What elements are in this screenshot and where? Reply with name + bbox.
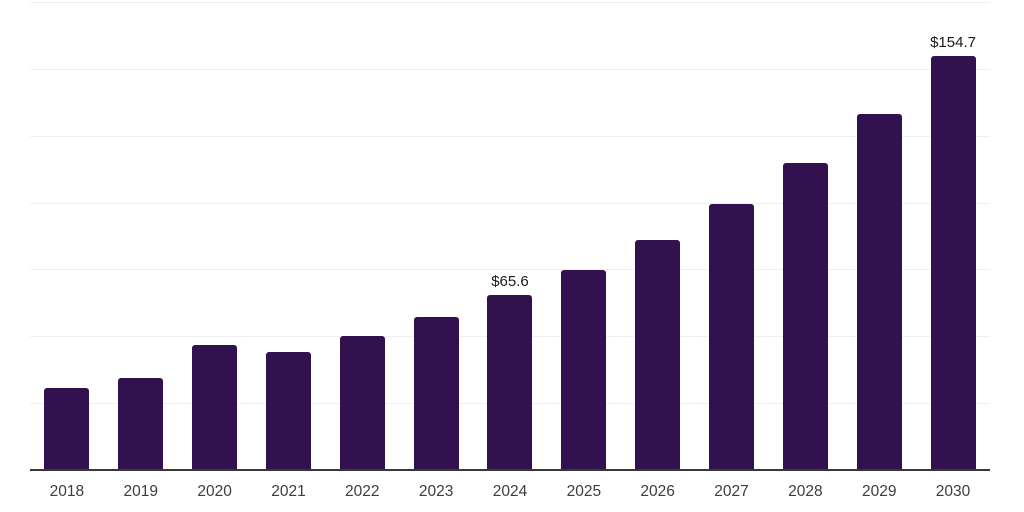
bar-2030 — [930, 56, 976, 470]
bar-2018 — [44, 388, 90, 470]
bar-slot-2022 — [325, 2, 399, 470]
x-tick-label-2028: 2028 — [788, 483, 823, 500]
bar-2020 — [192, 345, 238, 470]
x-tick-label-2024: 2024 — [492, 483, 528, 500]
bar-2022 — [339, 336, 385, 470]
gridline — [30, 269, 990, 271]
bar-slot-2020 — [178, 2, 252, 470]
bar-slot-2025 — [547, 2, 621, 470]
bar-2019 — [118, 377, 164, 470]
bar-slot-2018 — [30, 2, 104, 470]
bar-slot-2019 — [104, 2, 178, 470]
x-tick-label-2018: 2018 — [49, 483, 85, 500]
bar-value-label-2030: $154.7 — [930, 34, 976, 52]
gridline — [30, 68, 990, 70]
gridline — [30, 135, 990, 137]
bar-2024 — [487, 294, 533, 470]
x-tick-label-2029: 2029 — [861, 483, 897, 500]
bar-slot-2021 — [252, 2, 326, 470]
x-tick-label-2025: 2025 — [566, 483, 602, 500]
bar-slot-2023 — [399, 2, 473, 470]
bar-2023 — [413, 317, 459, 470]
x-tick-label-2027: 2027 — [714, 483, 749, 500]
bar-slot-2029 — [842, 2, 916, 470]
bars-row: $65.6 $154.7 — [30, 2, 990, 470]
bar-slot-2026 — [621, 2, 695, 470]
x-tick-label-2019: 2019 — [123, 483, 158, 500]
bar-slot-2028 — [768, 2, 842, 470]
plot-area: $65.6 $154.7 — [30, 2, 990, 471]
x-tick-label-2030: 2030 — [935, 483, 971, 500]
bar-value-label-2024: $65.6 — [491, 272, 529, 290]
bar-2027 — [709, 204, 755, 470]
bar-2025 — [561, 269, 607, 470]
x-tick-label-2021: 2021 — [271, 483, 306, 500]
x-tick-label-2023: 2023 — [418, 483, 454, 500]
bar-2029 — [856, 113, 902, 470]
x-axis: 2018 2019 2020 2021 2022 2023 2024 2025 2026 2027… — [30, 483, 990, 501]
bar-slot-2030: $154.7 — [916, 2, 990, 470]
x-tick-label-2022: 2022 — [345, 483, 380, 500]
bar-2026 — [635, 240, 681, 470]
x-tick-label-2020: 2020 — [197, 483, 232, 500]
bar-slot-2024: $65.6 — [473, 2, 547, 470]
bar-slot-2027 — [695, 2, 769, 470]
gridline — [30, 2, 990, 3]
x-tick-label-2026: 2026 — [640, 483, 675, 500]
bar-2021 — [265, 352, 311, 470]
x-axis-line — [30, 469, 990, 471]
bar-2028 — [782, 162, 828, 470]
gridline — [30, 202, 990, 204]
